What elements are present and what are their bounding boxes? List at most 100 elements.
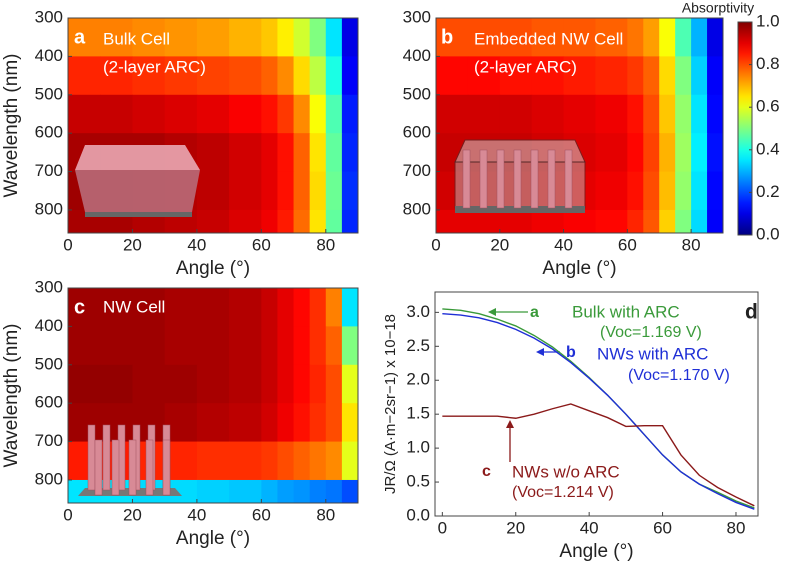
heatmap-cell bbox=[293, 94, 311, 134]
heatmap-cell bbox=[563, 56, 596, 96]
y-tick-label: 0.5 bbox=[406, 472, 430, 491]
heatmap-cell bbox=[325, 326, 343, 366]
heatmap-cell bbox=[707, 133, 724, 173]
y-tick-label: 600 bbox=[35, 123, 63, 142]
heatmap-cell bbox=[132, 94, 166, 134]
x-tick-label: 60 bbox=[653, 518, 672, 537]
heatmap-cell bbox=[325, 171, 343, 211]
x-tick-label: 0 bbox=[438, 518, 447, 537]
heatmap-cell bbox=[293, 56, 311, 96]
heatmap-cell bbox=[100, 94, 133, 134]
annotation-note: (Voc=1.170 V) bbox=[628, 367, 730, 384]
heatmap-cell bbox=[277, 479, 295, 504]
heatmap-cell bbox=[309, 288, 327, 327]
panel-title: NW Cell bbox=[103, 297, 165, 316]
heatmap-cell bbox=[293, 171, 311, 211]
heatmap-cell bbox=[325, 364, 343, 404]
heatmap-cell bbox=[341, 479, 359, 504]
plot-frame bbox=[67, 287, 359, 504]
heatmap-cell bbox=[229, 403, 262, 443]
x-axis-label: Angle (°) bbox=[176, 528, 250, 549]
heatmap-cell bbox=[499, 94, 533, 134]
embedded-nw-illustration bbox=[454, 139, 586, 213]
y-tick-label: 2.0 bbox=[406, 370, 430, 389]
heatmap-cell bbox=[499, 209, 533, 234]
y-tick-label: 1.0 bbox=[406, 438, 430, 457]
panel-letter: c bbox=[74, 296, 85, 318]
x-tick-label: 60 bbox=[252, 505, 271, 524]
colorbar-tick-label: 0.8 bbox=[756, 54, 780, 73]
x-tick-label: 40 bbox=[554, 235, 573, 254]
heatmap-cell bbox=[261, 209, 278, 234]
heatmap-cell bbox=[643, 171, 660, 211]
heatmap-cell bbox=[436, 209, 469, 234]
heatmap-cell bbox=[229, 441, 262, 481]
heatmap-cell bbox=[309, 479, 327, 504]
heatmap-cell bbox=[499, 18, 533, 57]
heatmap-cell bbox=[341, 364, 359, 404]
colorbar-tick-label: 0.4 bbox=[756, 139, 780, 158]
heatmap-cell bbox=[261, 441, 278, 481]
heatmap-cell bbox=[325, 94, 343, 134]
heatmap-cell bbox=[595, 18, 628, 57]
heatmap-cell bbox=[229, 18, 262, 57]
x-tick-label: 60 bbox=[618, 235, 637, 254]
x-tick-label: 20 bbox=[123, 235, 142, 254]
y-tick-label: 500 bbox=[35, 354, 63, 373]
heatmap-cell bbox=[691, 94, 708, 134]
heatmap-cell bbox=[261, 288, 278, 327]
heatmap-cell bbox=[643, 209, 660, 234]
y-tick-label: 0.0 bbox=[406, 505, 430, 524]
heatmap-cell bbox=[132, 326, 166, 366]
x-tick-label: 80 bbox=[727, 518, 746, 537]
panel-title: Bulk Cell bbox=[103, 29, 170, 48]
y-tick-label: 3.0 bbox=[406, 302, 430, 321]
heatmap-cell bbox=[341, 171, 359, 211]
heatmap-cell bbox=[531, 18, 565, 57]
heatmap-cell bbox=[627, 94, 644, 134]
bulk-cell-illustration bbox=[75, 145, 200, 217]
heatmap-cell bbox=[659, 209, 676, 234]
heatmap-cell bbox=[229, 326, 262, 366]
heatmap-cell bbox=[691, 133, 708, 173]
heatmap-cell bbox=[196, 133, 230, 173]
heatmap-cell bbox=[627, 56, 644, 96]
heatmap-cell bbox=[261, 56, 278, 96]
heatmap-cell bbox=[675, 56, 692, 96]
heatmap-cell bbox=[325, 56, 343, 96]
series-line bbox=[442, 313, 755, 510]
heatmap-cell bbox=[277, 133, 295, 173]
heatmap-cell bbox=[196, 364, 230, 404]
heatmap-cell bbox=[325, 209, 343, 234]
x-tick-label: 40 bbox=[580, 518, 599, 537]
heatmap-cell bbox=[643, 56, 660, 96]
heatmap-cell bbox=[595, 171, 628, 211]
heatmap-cell bbox=[196, 94, 230, 134]
heatmap-cell bbox=[531, 56, 565, 96]
heatmap-cell bbox=[261, 18, 278, 57]
heatmap-cell bbox=[196, 288, 230, 327]
series-line bbox=[442, 403, 755, 507]
heatmap-cell bbox=[293, 209, 311, 234]
heatmap-cell bbox=[325, 403, 343, 443]
x-tick-label: 80 bbox=[682, 235, 701, 254]
heatmap-cell bbox=[164, 94, 198, 134]
heatmap-cell bbox=[341, 133, 359, 173]
y-tick-label: 300 bbox=[35, 277, 63, 296]
heatmap-cell bbox=[341, 441, 359, 481]
y-tick-label: 700 bbox=[35, 431, 63, 450]
x-tick-label: 0 bbox=[63, 505, 72, 524]
heatmap-cell bbox=[196, 18, 230, 57]
heatmap-cell bbox=[675, 94, 692, 134]
heatmap-cell bbox=[659, 171, 676, 211]
heatmap-cell bbox=[196, 441, 230, 481]
heatmap-cell bbox=[341, 209, 359, 234]
heatmap-cell bbox=[293, 403, 311, 443]
heatmap-cell bbox=[643, 133, 660, 173]
heatmap-cell bbox=[277, 171, 295, 211]
heatmap-cell bbox=[309, 403, 327, 443]
heatmap-cell bbox=[229, 209, 262, 234]
heatmap-cell bbox=[707, 209, 724, 234]
heatmap-cell bbox=[309, 171, 327, 211]
